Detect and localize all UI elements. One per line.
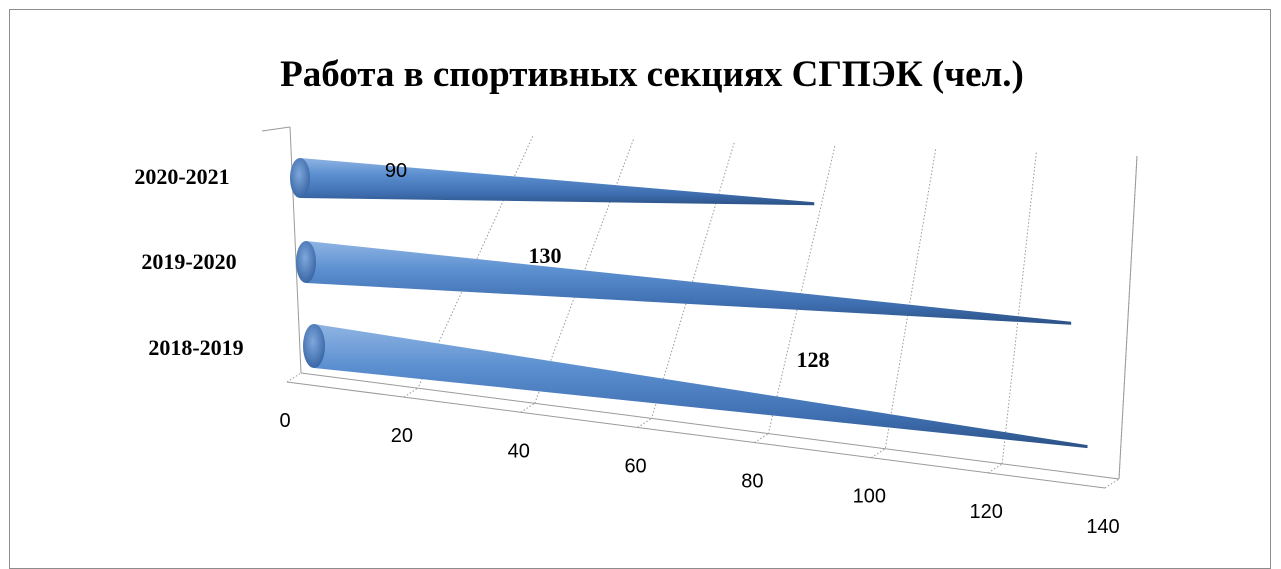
cone-bars (290, 158, 1088, 449)
x-tick-label: 140 (1086, 516, 1119, 538)
x-axis-ticks: 0 20 40 60 80 100 120 140 (279, 410, 1119, 538)
gridline-vertical (651, 142, 735, 419)
x-tick-label: 100 (853, 486, 886, 508)
chart-title: Работа в спортивных секциях СГПЭК (чел.) (280, 54, 1024, 95)
cone-base (296, 241, 316, 283)
cone-bar (296, 241, 1072, 325)
data-labels: 128 130 90 (385, 160, 830, 372)
cone-bar (303, 324, 1088, 449)
gridline-floor (520, 402, 535, 413)
category-label: 2020-2021 (134, 164, 229, 189)
gridline-floor (871, 448, 886, 459)
x-tick-label: 60 (624, 455, 646, 477)
floor-back-edge (300, 372, 1120, 480)
x-tick-label: 0 (279, 410, 290, 432)
cone-body (300, 158, 815, 206)
gridline-floor (754, 433, 769, 443)
data-label: 128 (797, 347, 830, 372)
cone-body (306, 241, 1072, 325)
gridline-floor (637, 418, 652, 428)
x-tick-label: 120 (969, 501, 1002, 523)
gridline-floor (403, 387, 419, 398)
x-tick-label: 20 (391, 425, 413, 447)
y-axis-categories: 2018-2019 2019-2020 2020-2021 (134, 164, 243, 360)
gridline-vertical (884, 149, 937, 449)
gridline-floor (286, 372, 302, 383)
category-label: 2019-2020 (141, 249, 236, 274)
x-axis-line (286, 381, 1106, 489)
data-label: 130 (529, 243, 562, 268)
gridline-floor (987, 463, 1003, 474)
gridline-vertical (767, 146, 836, 434)
y-axis-cap (261, 126, 291, 132)
data-label: 90 (385, 160, 407, 182)
gridline-vertical (1001, 152, 1037, 464)
right-wall-edge (1118, 155, 1138, 480)
category-label: 2018-2019 (148, 335, 243, 360)
x-tick-label: 40 (508, 440, 530, 462)
cone-base (290, 158, 310, 198)
cone-body (314, 324, 1088, 449)
gridline-floor (1104, 478, 1120, 489)
cone-bar (290, 158, 815, 206)
x-tick-label: 80 (741, 471, 763, 493)
cone-base (303, 324, 325, 368)
cone-bar-chart: Работа в спортивных секциях СГПЭК (чел.)… (134, 54, 1138, 538)
